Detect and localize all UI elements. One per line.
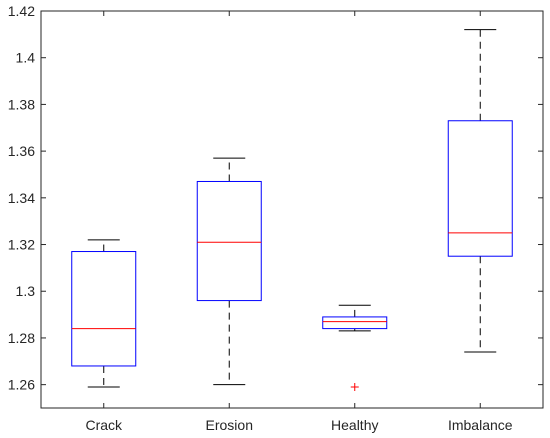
y-tick-label: 1.3 (16, 283, 36, 299)
y-tick-label: 1.26 (8, 377, 35, 393)
y-tick-label: 1.36 (8, 143, 35, 159)
y-tick-label: 1.42 (8, 3, 35, 19)
y-tick-label: 1.32 (8, 237, 35, 253)
y-tick-label: 1.4 (16, 50, 36, 66)
y-tick-label: 1.28 (8, 330, 35, 346)
box-iqr (322, 316, 388, 330)
y-tick-label: 1.34 (8, 190, 35, 206)
plot-area (40, 10, 544, 409)
y-tick-label: 1.38 (8, 96, 35, 112)
box-iqr (71, 251, 137, 367)
x-tick-label: Healthy (331, 417, 378, 433)
x-tick-label: Crack (85, 417, 123, 433)
x-tick-label: Imbalance (448, 417, 513, 433)
x-tick-label: Erosion (206, 417, 253, 433)
outlier-marker (350, 382, 359, 391)
box-iqr (447, 120, 513, 257)
box-iqr (196, 180, 262, 302)
